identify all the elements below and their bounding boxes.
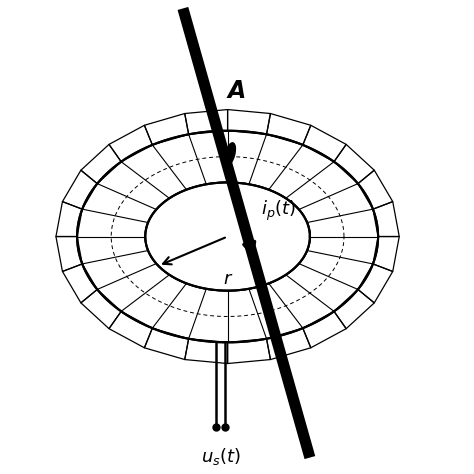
Ellipse shape: [77, 131, 378, 342]
Polygon shape: [77, 209, 148, 237]
Polygon shape: [299, 183, 373, 222]
Polygon shape: [228, 131, 266, 184]
Polygon shape: [189, 289, 228, 342]
Polygon shape: [286, 264, 358, 311]
Polygon shape: [152, 283, 206, 339]
Polygon shape: [269, 275, 334, 328]
Ellipse shape: [225, 143, 236, 165]
Polygon shape: [121, 275, 186, 328]
Polygon shape: [82, 183, 156, 222]
Polygon shape: [189, 131, 228, 184]
Polygon shape: [299, 251, 373, 290]
Polygon shape: [121, 145, 186, 198]
Text: r: r: [223, 270, 230, 288]
Polygon shape: [228, 289, 266, 342]
Polygon shape: [77, 237, 148, 264]
Polygon shape: [97, 264, 169, 311]
Ellipse shape: [146, 182, 310, 291]
Polygon shape: [249, 283, 303, 339]
Polygon shape: [286, 162, 358, 210]
Polygon shape: [269, 145, 334, 198]
Text: $i_p(t)$: $i_p(t)$: [261, 199, 296, 223]
Text: A: A: [228, 79, 246, 102]
Polygon shape: [82, 251, 156, 290]
Polygon shape: [97, 162, 169, 210]
Polygon shape: [249, 134, 303, 190]
Polygon shape: [307, 237, 378, 264]
Polygon shape: [307, 209, 378, 237]
Polygon shape: [152, 134, 206, 190]
Text: $u_s(t)$: $u_s(t)$: [201, 446, 240, 467]
